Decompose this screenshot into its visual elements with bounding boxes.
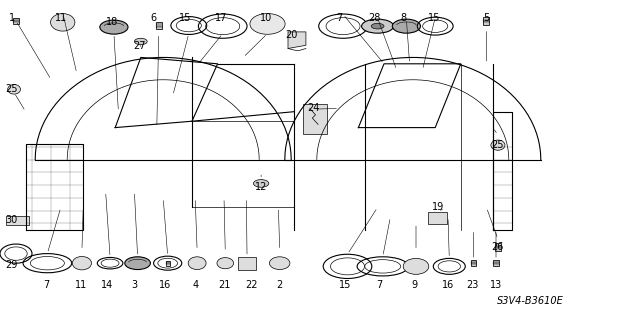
Text: 1: 1 <box>8 12 15 23</box>
Ellipse shape <box>491 140 505 150</box>
Text: 7: 7 <box>376 279 383 290</box>
Bar <box>303 104 327 134</box>
Text: 18: 18 <box>106 17 118 27</box>
Ellipse shape <box>250 14 285 34</box>
Circle shape <box>134 38 147 45</box>
Text: 4: 4 <box>192 279 198 290</box>
Text: 28: 28 <box>368 12 381 23</box>
Circle shape <box>392 19 420 33</box>
Circle shape <box>125 257 150 270</box>
Text: 25: 25 <box>5 84 18 94</box>
Text: 15: 15 <box>339 279 352 290</box>
Ellipse shape <box>403 258 429 274</box>
Text: 11: 11 <box>74 279 87 290</box>
Text: 8: 8 <box>400 12 406 23</box>
Ellipse shape <box>72 256 92 270</box>
Text: 19: 19 <box>432 202 445 212</box>
Text: 5: 5 <box>483 12 490 23</box>
Bar <box>471 260 476 266</box>
Bar <box>493 260 499 266</box>
Text: S3V4-B3610E: S3V4-B3610E <box>497 296 563 306</box>
Ellipse shape <box>371 23 384 29</box>
Ellipse shape <box>8 85 20 94</box>
Text: 24: 24 <box>307 103 320 114</box>
Text: 9: 9 <box>412 279 418 290</box>
Text: 3: 3 <box>131 279 138 290</box>
Bar <box>156 22 162 29</box>
Text: 21: 21 <box>218 279 230 290</box>
Ellipse shape <box>188 257 206 270</box>
Text: 12: 12 <box>255 182 268 192</box>
Text: 22: 22 <box>245 279 258 290</box>
Text: 27: 27 <box>133 41 146 51</box>
Ellipse shape <box>217 258 234 269</box>
Text: 6: 6 <box>150 12 157 23</box>
Text: 25: 25 <box>492 140 504 150</box>
Text: 23: 23 <box>466 279 479 290</box>
Text: 26: 26 <box>492 242 504 252</box>
Text: 11: 11 <box>54 12 67 23</box>
Ellipse shape <box>269 257 290 270</box>
Text: 16: 16 <box>442 279 454 290</box>
Ellipse shape <box>362 19 394 33</box>
Circle shape <box>253 180 269 187</box>
Bar <box>483 17 490 25</box>
Bar <box>6 216 29 225</box>
Text: 2: 2 <box>276 279 283 290</box>
Text: 7: 7 <box>336 12 342 23</box>
Polygon shape <box>288 32 306 48</box>
Text: 20: 20 <box>285 30 298 40</box>
Text: 13: 13 <box>490 279 502 290</box>
Bar <box>13 18 19 24</box>
Text: 14: 14 <box>101 279 114 290</box>
Bar <box>166 261 170 266</box>
Text: 30: 30 <box>5 215 18 225</box>
Bar <box>238 257 256 270</box>
Text: 7: 7 <box>43 279 49 290</box>
Ellipse shape <box>51 14 75 31</box>
Text: 17: 17 <box>214 12 227 23</box>
Bar <box>428 212 447 224</box>
Text: 15: 15 <box>428 12 440 23</box>
Text: 10: 10 <box>259 12 272 23</box>
Circle shape <box>100 20 128 34</box>
Text: 29: 29 <box>5 260 18 270</box>
Text: 16: 16 <box>159 279 172 290</box>
Bar <box>495 243 501 251</box>
Text: 15: 15 <box>179 12 192 23</box>
